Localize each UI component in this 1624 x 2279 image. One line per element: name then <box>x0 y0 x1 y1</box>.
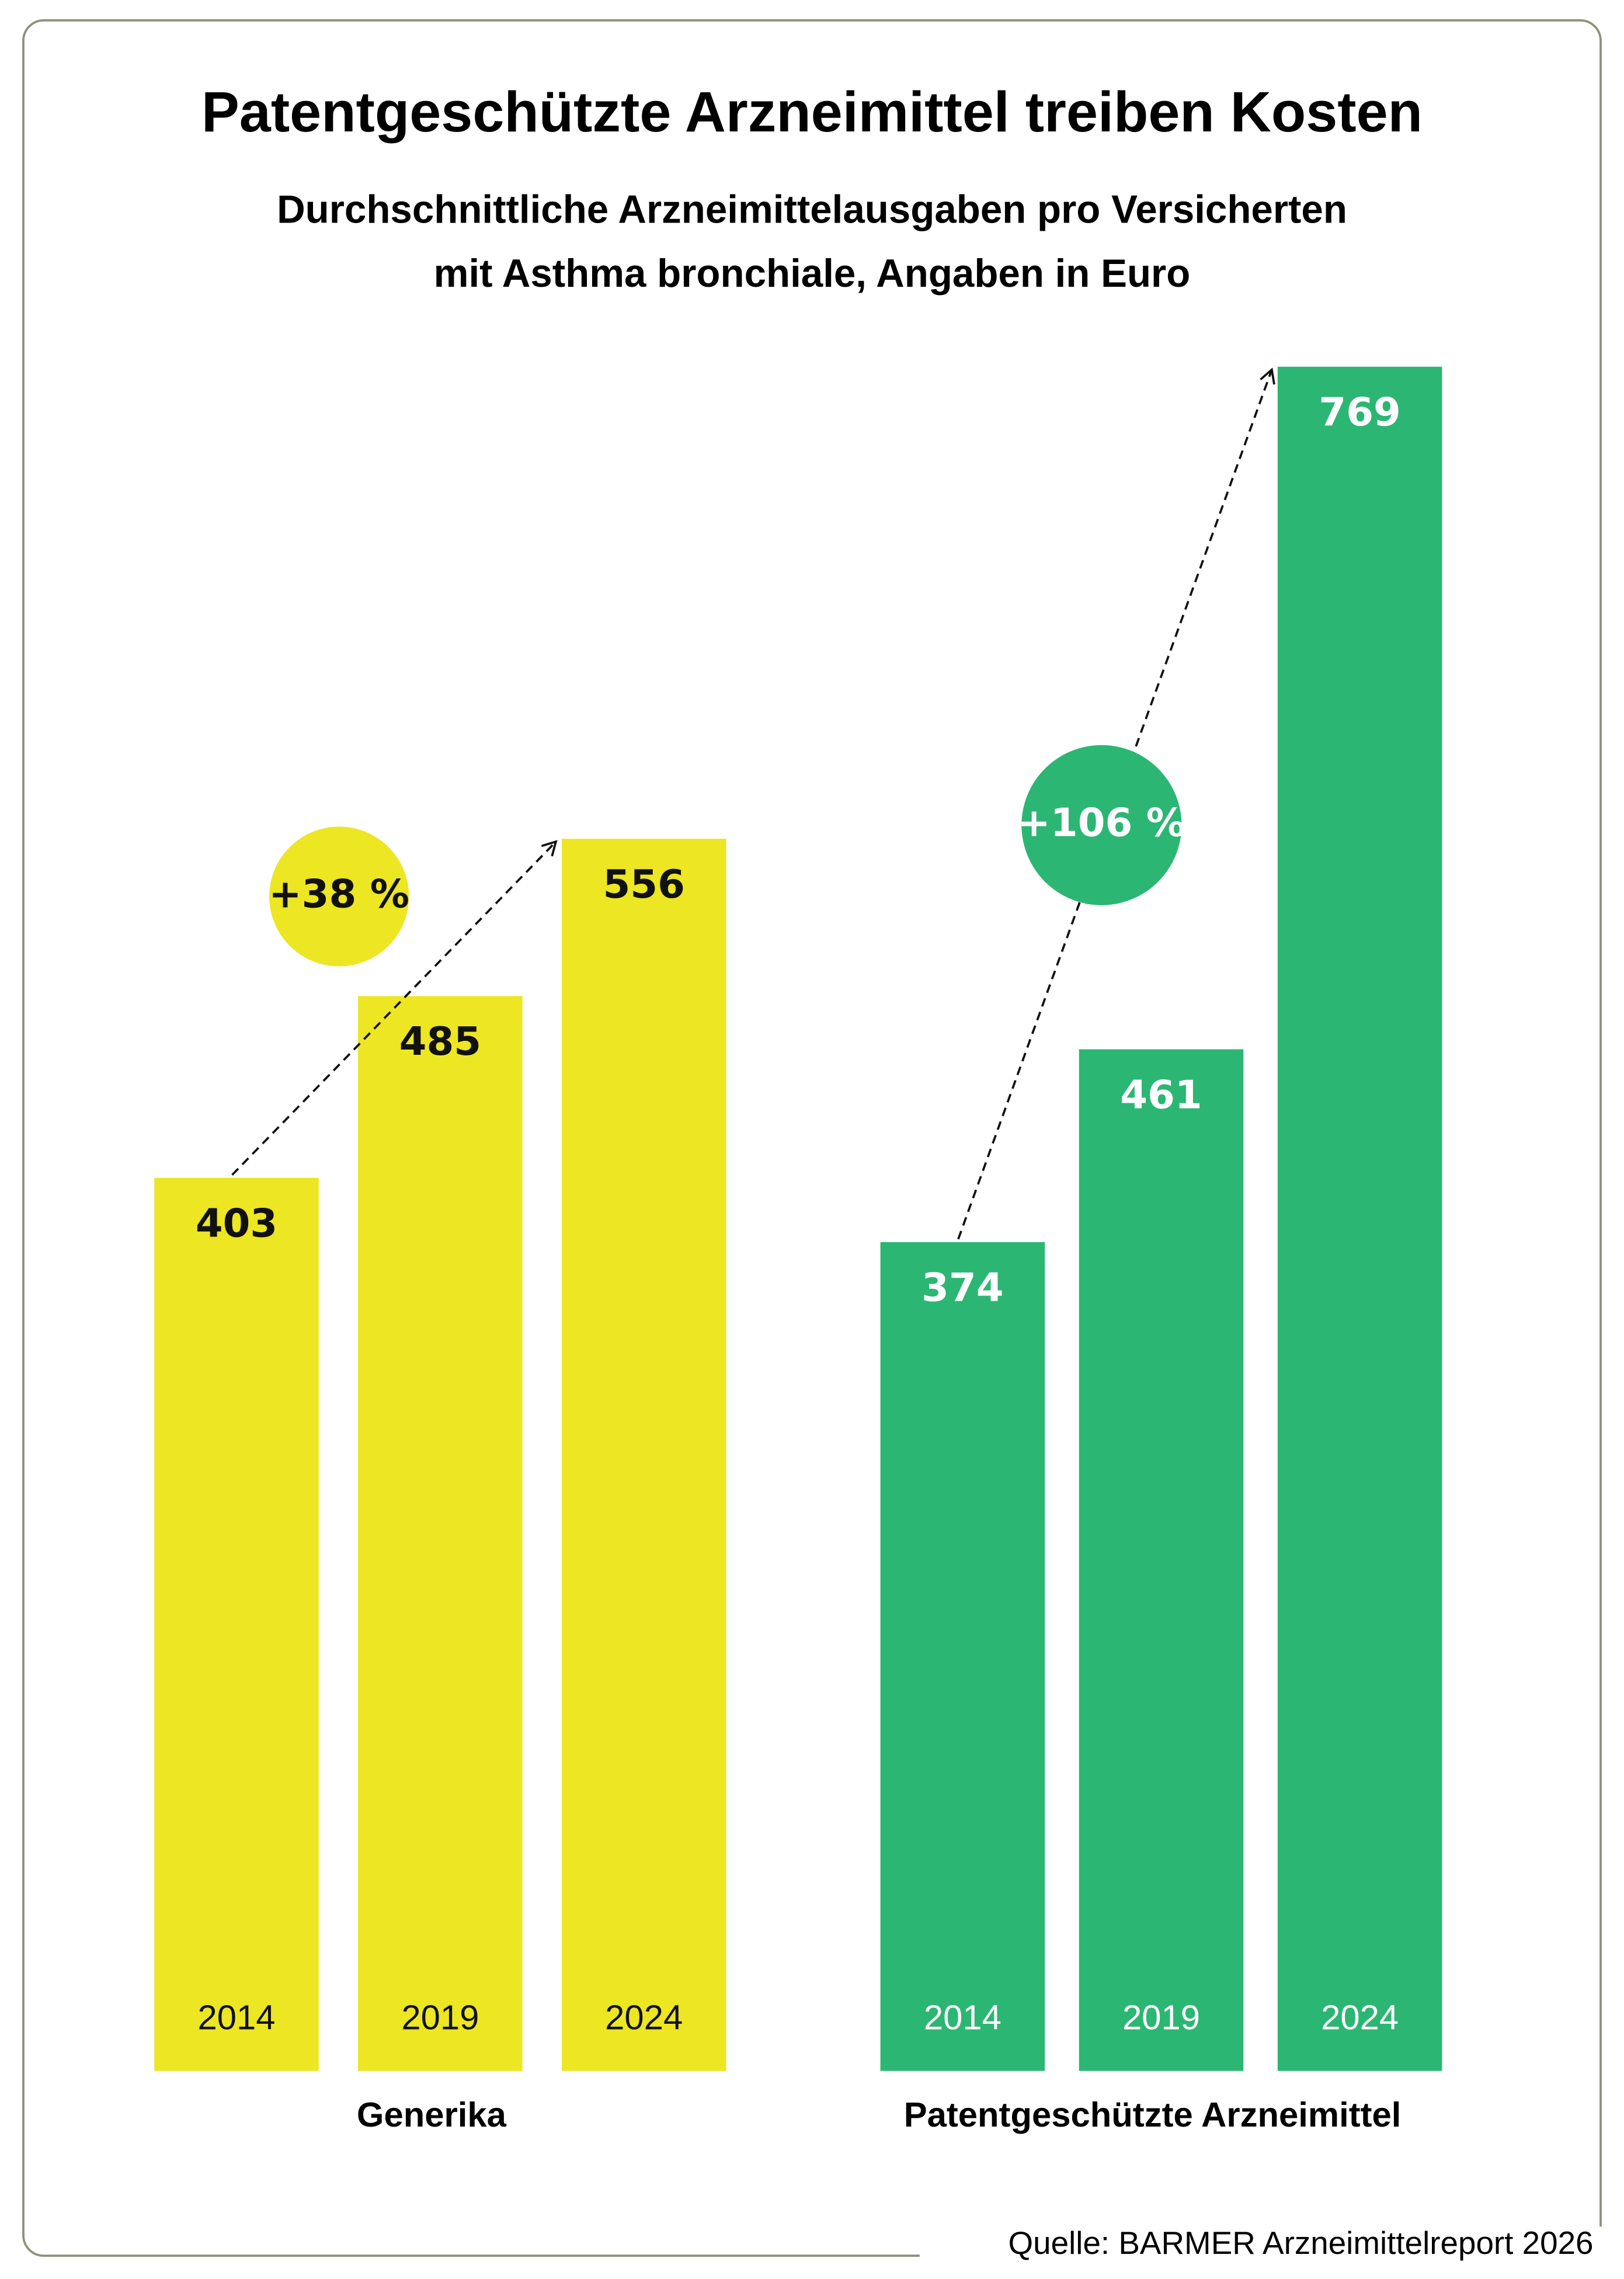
bar <box>154 1177 319 2071</box>
trend-arrow <box>957 367 1275 1240</box>
x-tick-label: 2014 <box>924 1997 1001 2037</box>
chart-title: Patentgeschützte Arzneimittel treiben Ko… <box>201 80 1423 144</box>
x-tick-label: 2024 <box>605 1997 683 2037</box>
bar <box>358 996 523 2071</box>
subtitle: mit Asthma bronchiale, Angaben in Euro <box>434 252 1191 296</box>
change-label: +106 % <box>1018 800 1186 845</box>
group-label: Generika <box>357 2095 507 2134</box>
value-label: 556 <box>603 861 684 907</box>
x-tick-label: 2019 <box>401 1997 479 2037</box>
value-label: 374 <box>921 1264 1003 1310</box>
value-label: 769 <box>1319 390 1400 435</box>
group-label: Patentgeschützte Arzneimittel <box>904 2095 1402 2134</box>
bar <box>1079 1049 1244 2071</box>
change-badge <box>1021 745 1182 905</box>
value-label: 403 <box>196 1200 277 1246</box>
x-tick-label: 2024 <box>1321 1997 1399 2037</box>
change-label: +38 % <box>269 871 409 916</box>
trend-arrow <box>231 840 558 1176</box>
change-badge <box>269 826 409 967</box>
bar <box>1277 366 1442 2071</box>
source: Quelle: BARMER Arzneimittelreport 2026 <box>1009 2225 1594 2261</box>
subtitle: Durchschnittliche Arzneimittelausgaben p… <box>277 188 1347 232</box>
bar <box>880 1242 1045 2071</box>
x-tick-label: 2014 <box>198 1997 276 2037</box>
x-tick-label: 2019 <box>1122 1997 1200 2037</box>
value-label: 461 <box>1120 1072 1202 1117</box>
source-bg <box>919 2226 1604 2268</box>
bar <box>561 839 726 2071</box>
value-label: 485 <box>399 1019 481 1064</box>
